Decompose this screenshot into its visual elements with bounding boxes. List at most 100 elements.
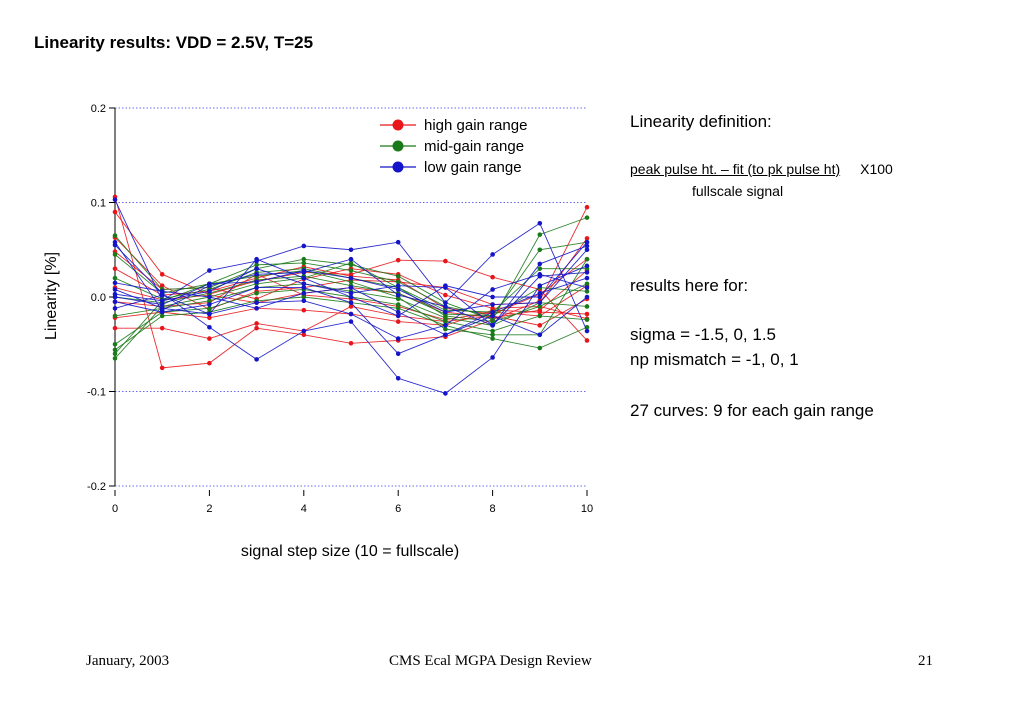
data-point xyxy=(395,279,401,285)
data-point xyxy=(301,294,307,300)
data-point xyxy=(395,313,401,319)
data-point xyxy=(490,287,495,292)
data-point xyxy=(207,311,212,317)
data-point xyxy=(537,300,543,305)
data-point xyxy=(112,233,118,238)
data-point xyxy=(490,252,495,257)
data-point xyxy=(443,283,448,288)
data-point xyxy=(112,351,118,357)
data-point xyxy=(254,325,259,331)
data-point xyxy=(301,256,307,262)
data-point xyxy=(254,357,259,362)
data-point xyxy=(490,355,495,360)
data-point xyxy=(254,290,259,296)
data-point xyxy=(112,306,118,311)
data-point xyxy=(584,317,590,322)
data-point xyxy=(301,285,307,290)
data-point xyxy=(584,204,590,210)
data-point xyxy=(348,247,354,253)
data-point xyxy=(395,319,401,324)
legend: high gain range mid-gain range low gain ra… xyxy=(380,117,527,176)
data-point xyxy=(254,279,259,285)
data-point xyxy=(584,243,590,249)
data-point xyxy=(112,325,118,331)
data-point xyxy=(395,257,401,263)
data-point xyxy=(537,304,543,309)
data-point xyxy=(584,236,590,241)
data-point xyxy=(395,375,401,381)
data-point xyxy=(490,302,495,307)
data-point xyxy=(207,306,212,311)
data-point xyxy=(254,256,259,262)
sigma-values: sigma = -1.5, 0, 1.5 xyxy=(630,325,776,344)
legend-label: mid-gain range xyxy=(424,138,524,155)
data-point xyxy=(537,290,543,296)
data-point xyxy=(207,302,212,307)
data-point xyxy=(443,300,448,305)
tick-labels: 0.2 0.1 0.0 -0.1 -0.2 0 2 4 6 8 10 xyxy=(87,103,593,515)
data-point xyxy=(584,239,590,245)
data-point xyxy=(584,294,590,300)
data-point xyxy=(254,262,259,268)
data-point xyxy=(301,332,307,338)
data-point xyxy=(159,365,165,371)
legend-marker xyxy=(392,161,404,173)
data-point xyxy=(584,281,590,287)
data-point xyxy=(490,323,495,328)
data-point xyxy=(443,323,448,328)
data-point xyxy=(112,313,118,319)
data-point xyxy=(584,311,590,317)
data-point xyxy=(112,197,118,202)
grid-lines xyxy=(115,107,587,487)
data-point xyxy=(443,292,448,298)
data-point xyxy=(537,232,543,237)
data-series xyxy=(112,194,590,396)
data-point xyxy=(159,292,165,298)
data-point xyxy=(395,292,401,298)
footer-date: January, 2003 xyxy=(86,653,170,669)
data-point xyxy=(159,283,165,288)
x-tick-label: 2 xyxy=(206,503,212,515)
data-point xyxy=(443,304,448,309)
data-point xyxy=(301,290,307,296)
data-point xyxy=(537,261,543,267)
y-tick-label: -0.1 xyxy=(87,387,106,399)
data-point xyxy=(443,319,448,324)
data-point xyxy=(159,272,165,277)
data-point xyxy=(159,289,165,294)
legend-label: high gain range xyxy=(424,117,527,134)
data-point xyxy=(207,281,212,287)
data-point xyxy=(348,300,354,305)
data-point xyxy=(159,309,165,315)
data-point xyxy=(395,351,401,357)
data-point xyxy=(112,287,118,292)
data-point xyxy=(490,274,495,280)
data-point xyxy=(112,341,118,347)
data-point xyxy=(254,306,259,311)
data-point xyxy=(584,256,590,262)
curves-summary: 27 curves: 9 for each gain range xyxy=(630,401,874,420)
y-tick-label: 0.1 xyxy=(91,198,106,210)
data-point xyxy=(301,243,307,249)
data-point xyxy=(443,309,448,315)
data-point xyxy=(301,260,307,266)
data-point xyxy=(395,239,401,245)
data-point xyxy=(584,289,590,294)
data-point xyxy=(443,332,448,338)
x-axis-label: signal step size (10 = fullscale) xyxy=(241,543,459,560)
legend-marker xyxy=(392,119,404,131)
data-point xyxy=(159,325,165,331)
data-point xyxy=(207,336,212,341)
data-point xyxy=(112,299,118,305)
data-point xyxy=(584,215,590,220)
data-point xyxy=(537,323,543,328)
data-point xyxy=(159,306,165,311)
slide-title: Linearity results: VDD = 2.5V, T=25 xyxy=(34,33,314,52)
data-point xyxy=(537,266,543,271)
data-point xyxy=(207,324,212,330)
data-point xyxy=(348,304,354,309)
data-point xyxy=(537,345,543,351)
formula-multiplier: X100 xyxy=(860,161,893,177)
data-point xyxy=(254,285,259,290)
data-point xyxy=(348,256,354,262)
